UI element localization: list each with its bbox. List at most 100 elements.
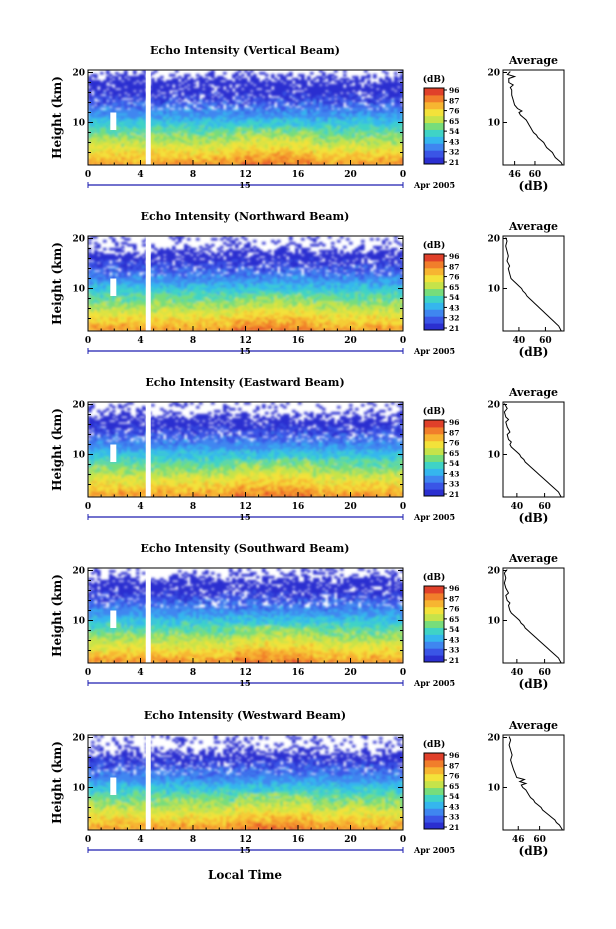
average-profile-panel: Average 20 10 46 60(dB) [487, 719, 565, 858]
y-axis-label: Height (km) [50, 76, 64, 159]
x-tick-label: 16 [292, 835, 305, 845]
x-tick-label: 4 [137, 502, 143, 512]
colorbar-tick-label: 76 [449, 605, 459, 614]
average-x-label: (dB) [519, 511, 549, 525]
average-x-tick-label: 46 [508, 170, 521, 180]
average-y-tick-label: 20 [487, 69, 500, 79]
x-tick-label: 20 [344, 170, 357, 180]
colorbar-tick-label: 87 [449, 262, 459, 271]
average-profile-line [503, 403, 562, 498]
colorbar-unit: (dB) [423, 572, 445, 583]
x-tick-label: 0 [400, 336, 406, 346]
colorbar-tick-label: 76 [449, 772, 459, 781]
y-axis-label: Height (km) [50, 408, 64, 491]
y-tick-label: 20 [72, 401, 85, 411]
average-x-tick-label: 60 [533, 835, 546, 845]
colorbar-tick-label: 87 [449, 594, 459, 603]
average-x-tick-label: 40 [511, 668, 524, 678]
x-tick-label: 4 [137, 835, 143, 845]
average-x-label: (dB) [519, 844, 549, 858]
beam-panel-5: Echo Intensity (Westward Beam) 20 10 Height… [50, 709, 565, 858]
average-y-tick-label: 10 [487, 119, 500, 129]
colorbar-tick-label: 33 [449, 813, 459, 822]
colorbar-tick-label: 43 [449, 635, 459, 644]
x-tick-label: 0 [85, 502, 91, 512]
colorbar-tick-label: 65 [449, 117, 459, 126]
colorbar-unit: (dB) [423, 240, 445, 251]
colorbar-tick-label: 65 [449, 449, 459, 458]
colorbar-tick-label: 43 [449, 469, 459, 478]
colorbar-tick-label: 21 [449, 823, 459, 832]
x-tick-label: 8 [190, 336, 196, 346]
x-tick-label: 12 [239, 170, 252, 180]
colorbar-tick-label: 76 [449, 439, 459, 448]
average-profile-line [508, 736, 563, 831]
x-tick-label: 0 [400, 668, 406, 678]
average-y-tick-label: 20 [487, 734, 500, 744]
panel-title: Echo Intensity (Eastward Beam) [145, 376, 344, 389]
colorbar-tick-label: 54 [449, 625, 459, 634]
colorbar-tick-label: 87 [449, 761, 459, 770]
heatmap-field [88, 236, 403, 331]
colorbar-tick-label: 96 [449, 418, 459, 427]
x-tick-label: 0 [85, 336, 91, 346]
beam-panel-2: Echo Intensity (Northward Beam) 20 10 Heigh… [50, 210, 565, 359]
x-tick-label: 12 [239, 668, 252, 678]
x-tick-label: 12 [239, 336, 252, 346]
average-title: Average [508, 552, 558, 565]
x-tick-label: 20 [344, 668, 357, 678]
x-tick-label: 20 [344, 502, 357, 512]
date-day-label: 15 [239, 180, 250, 190]
colorbar-tick-label: 96 [449, 252, 459, 261]
colorbar-tick-label: 33 [449, 480, 459, 489]
average-profile-line [503, 569, 562, 664]
x-tick-label: 0 [400, 502, 406, 512]
average-title: Average [508, 220, 558, 233]
colorbar-tick-label: 43 [449, 802, 459, 811]
heatmap-field [88, 735, 403, 830]
average-profile-panel: Average 20 10 40 60(dB) [487, 386, 565, 525]
y-tick-label: 10 [72, 617, 85, 627]
colorbar-tick-label: 54 [449, 293, 459, 302]
x-tick-label: 16 [292, 336, 305, 346]
colorbar-tick-label: 21 [449, 158, 459, 167]
colorbar-tick-label: 54 [449, 792, 459, 801]
colorbar-tick-label: 43 [449, 303, 459, 312]
x-tick-label: 20 [344, 336, 357, 346]
average-x-tick-label: 60 [538, 502, 551, 512]
x-tick-label: 8 [190, 170, 196, 180]
colorbar-tick-label: 65 [449, 283, 459, 292]
colorbar-unit: (dB) [423, 406, 445, 417]
colorbar-tick-label: 76 [449, 107, 459, 116]
x-tick-label: 8 [190, 502, 196, 512]
average-x-tick-label: 60 [539, 336, 552, 346]
y-tick-label: 20 [72, 734, 85, 744]
x-tick-label: 4 [137, 336, 143, 346]
date-day-label: 15 [239, 512, 250, 522]
x-tick-label: 12 [239, 835, 252, 845]
x-axis-label: Local Time [208, 868, 282, 882]
colorbar-tick-label: 87 [449, 96, 459, 105]
beam-panel-4: Echo Intensity (Southward Beam) 20 10 Heigh… [50, 542, 565, 691]
date-label: Apr 2005 [413, 678, 455, 688]
y-tick-label: 10 [72, 784, 85, 794]
average-profile-panel: Average 20 10 46 60(dB) [487, 54, 565, 193]
colorbar-tick-label: 76 [449, 273, 459, 282]
date-day-label: 15 [239, 678, 250, 688]
y-axis-label: Height (km) [50, 574, 64, 657]
date-label: Apr 2005 [413, 180, 455, 190]
average-y-tick-label: 10 [487, 285, 500, 295]
colorbar-tick-label: 96 [449, 86, 459, 95]
x-tick-label: 16 [292, 668, 305, 678]
date-day-label: 15 [239, 845, 250, 855]
heatmap-field [88, 70, 403, 165]
average-y-tick-label: 20 [487, 235, 500, 245]
beam-panel-3: Echo Intensity (Eastward Beam) 20 10 Height… [50, 376, 565, 525]
y-tick-label: 20 [72, 235, 85, 245]
y-tick-label: 10 [72, 451, 85, 461]
colorbar-unit: (dB) [423, 74, 445, 85]
